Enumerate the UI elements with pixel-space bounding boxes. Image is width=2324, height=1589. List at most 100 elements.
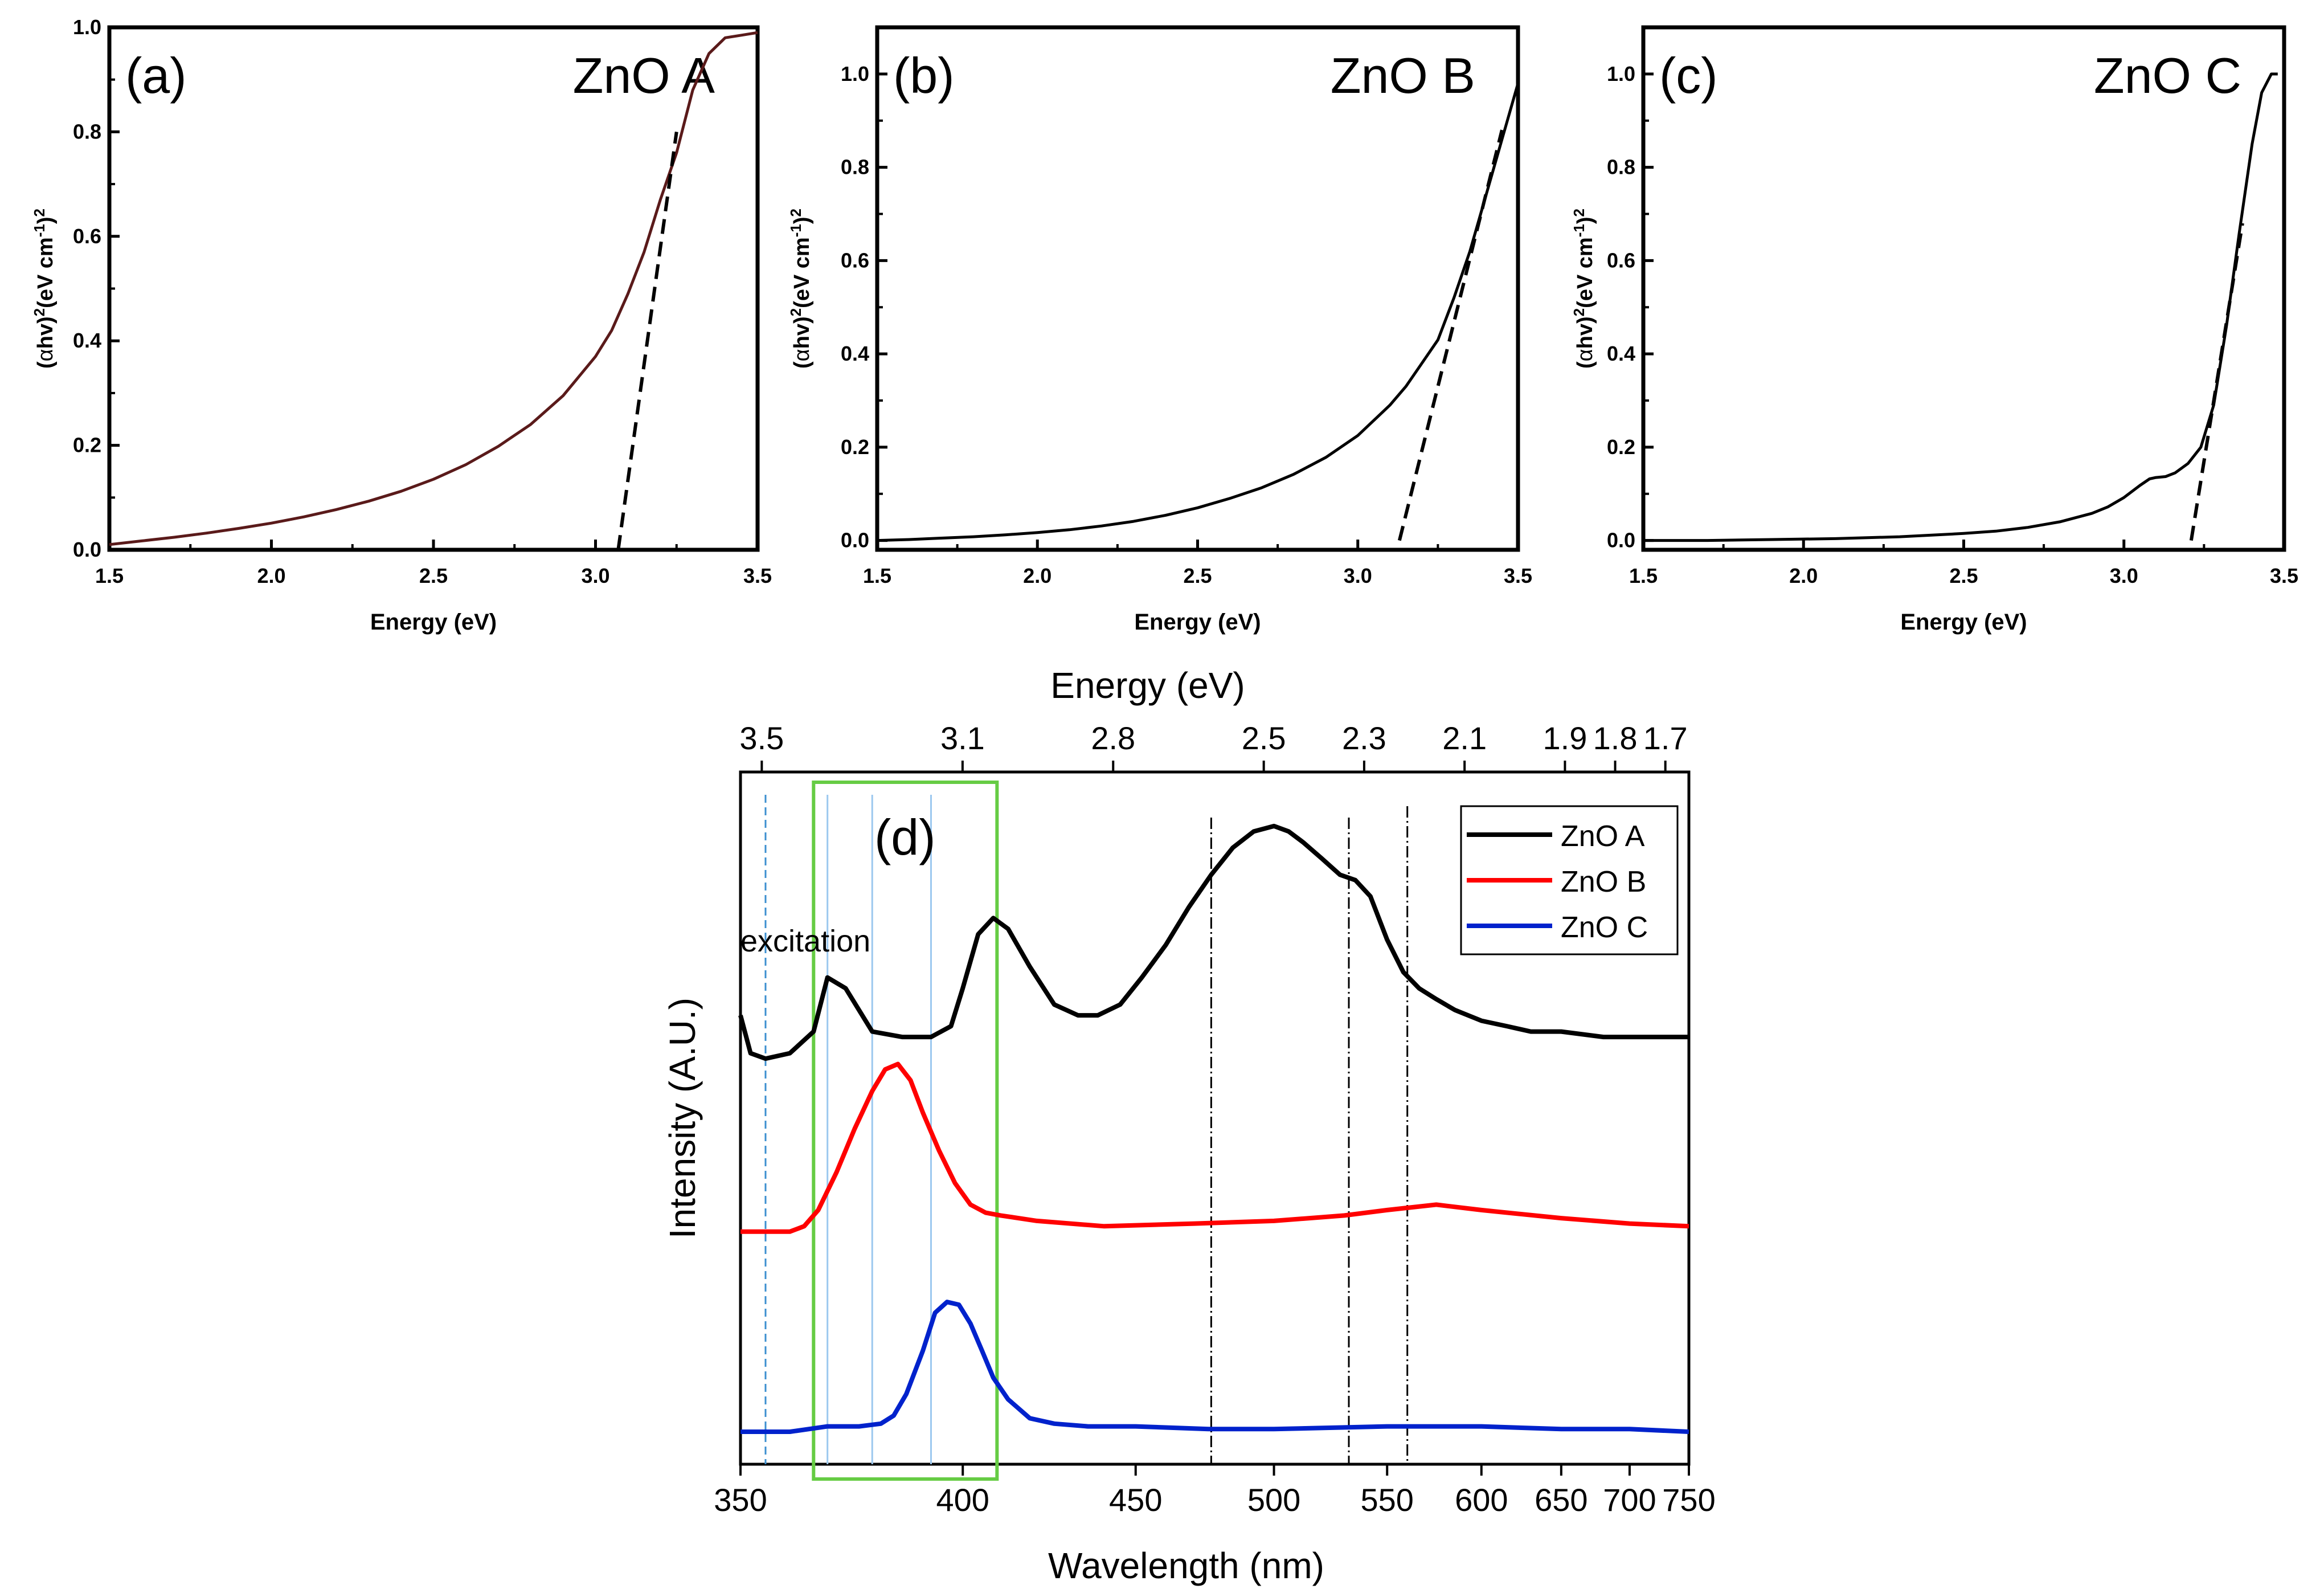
tangent-fit-line (2189, 223, 2244, 541)
y-tick-label: 0.4 (841, 342, 869, 365)
x-tick-label: 3.5 (1504, 564, 1532, 587)
y-axis-label-part: ( (790, 361, 814, 369)
y-axis-label-part: ) (1573, 217, 1597, 224)
y-tick-label: 0.2 (841, 435, 869, 459)
y-tick-label: 0.4 (73, 329, 101, 352)
legend-label: ZnO C (1561, 911, 1648, 944)
x-tick-label: 450 (1109, 1482, 1162, 1518)
legend-label: ZnO B (1561, 865, 1646, 898)
x-tick-label: 550 (1361, 1482, 1414, 1518)
tangent-fit-line (616, 131, 678, 550)
y-axis-label: (αhv)2(eV cm-1)2 (1570, 209, 1597, 369)
x-axis-label: Energy (eV) (1134, 610, 1261, 635)
y-axis-label-part: 2 (1570, 308, 1587, 316)
y-tick-label: 0.0 (73, 538, 101, 561)
y-axis-label-part: α (34, 349, 58, 361)
spectrum-curve-zno-c (740, 1300, 1689, 1434)
y-axis-label-part: (eV cm (790, 237, 814, 308)
x-tick-label: 1.5 (95, 564, 124, 587)
top-tick-label: 2.3 (1342, 720, 1386, 756)
y-tick-label: 1.0 (841, 62, 869, 85)
spectrum-curve-zno-a (738, 823, 1689, 1061)
y-axis-label-part: 2 (31, 209, 48, 217)
x-tick-label: 2.0 (1023, 564, 1051, 587)
x-tick-label: 1.5 (1629, 564, 1658, 587)
y-axis-label-part: hv) (34, 316, 58, 349)
x-tick-label: 2.0 (1789, 564, 1818, 587)
y-axis-label-part: 2 (31, 308, 48, 316)
y-axis-label-part: 2 (1570, 209, 1587, 217)
excitation-annotation: excitation (740, 924, 870, 958)
x-tick-label: 500 (1247, 1482, 1300, 1518)
data-curve (1643, 72, 2278, 542)
panel-d: 350 400 450 500 550 600 650 700 750 Wavelength (n… (662, 665, 1716, 1586)
x-tick-label: 600 (1455, 1482, 1508, 1518)
panel-c: 1.5 2.0 2.5 3.0 3.5 0.0 0.2 0.4 0.6 0.8 1.0 Energy … (1570, 25, 2298, 635)
highlight-box (812, 781, 999, 1481)
data-curve (109, 31, 758, 546)
panel-label: (d) (874, 809, 936, 865)
y-tick-label: 0.0 (841, 529, 869, 552)
y-axis-label-part: 2 (787, 308, 804, 316)
panel-a: 1.5 2.0 2.5 3.0 3.5 0.0 0.2 0.4 0.6 0.8 1.0 Energy … (31, 15, 772, 635)
y-axis-label-part: -1 (1570, 224, 1587, 237)
y-tick-label: 0.8 (73, 120, 101, 143)
top-tick-label: 1.9 (1542, 720, 1587, 756)
y-axis-label-part: ( (34, 361, 58, 369)
legend-label: ZnO A (1561, 820, 1645, 853)
x-tick-label: 3.0 (1344, 564, 1372, 587)
y-axis-label-part: hv) (790, 316, 814, 349)
x-axis-label: Energy (eV) (370, 610, 497, 635)
y-axis-label-part: ) (34, 217, 58, 224)
y-axis-label-part: -1 (31, 224, 48, 237)
x-tick-label: 3.0 (581, 564, 609, 587)
y-tick-label: 0.4 (1607, 342, 1635, 365)
x-tick-label: 650 (1535, 1482, 1587, 1518)
y-axis-label-part: ) (790, 217, 814, 224)
plot-frame (739, 770, 1691, 1466)
y-tick-label: 0.2 (73, 434, 101, 457)
tangent-fit-line (1397, 129, 1504, 541)
y-axis-label: (αhv)2(eV cm-1)2 (31, 209, 58, 369)
x-tick-label: 1.5 (863, 564, 891, 587)
top-tick-label: 2.1 (1442, 720, 1487, 756)
y-tick-label: 0.8 (1607, 156, 1635, 179)
top-axis-label: Energy (eV) (1050, 665, 1245, 706)
top-tick-label: 1.8 (1593, 720, 1638, 756)
y-axis-label-part: α (1573, 349, 1597, 361)
x-tick-label: 3.5 (743, 564, 772, 587)
top-tick-label: 3.5 (739, 720, 784, 756)
top-tick-label: 2.8 (1091, 720, 1135, 756)
x-axis-label: Wavelength (nm) (1048, 1545, 1324, 1586)
y-tick-label: 1.0 (73, 15, 101, 39)
y-tick-label: 0.2 (1607, 435, 1635, 459)
x-tick-label: 400 (936, 1482, 989, 1518)
x-tick-label: 700 (1603, 1482, 1656, 1518)
y-tick-label: 0.8 (841, 156, 869, 179)
data-curve (877, 83, 1520, 542)
x-tick-label: 3.5 (2270, 564, 2298, 587)
x-tick-label: 2.5 (1183, 564, 1212, 587)
y-axis-label-part: 2 (787, 209, 804, 217)
panel-title: ZnO C (2094, 47, 2241, 104)
y-axis-label-part: (eV cm (1573, 237, 1597, 308)
y-axis-label-part: (eV cm (34, 237, 58, 308)
panel-label: (c) (1659, 47, 1718, 104)
y-axis-label: (αhv)2(eV cm-1)2 (787, 209, 814, 369)
x-tick-label: 3.0 (2110, 564, 2138, 587)
panel-b: 1.5 2.0 2.5 3.0 3.5 0.0 0.2 0.4 0.6 0.8 1.0 Energy … (787, 25, 1532, 635)
x-axis-label: Energy (eV) (1900, 610, 2027, 635)
top-tick-label: 2.5 (1242, 720, 1286, 756)
y-tick-label: 0.6 (1607, 248, 1635, 272)
y-axis-label-part: α (790, 349, 814, 361)
panel-title: ZnO A (573, 47, 715, 104)
plot-frame (107, 25, 760, 552)
x-tick-label: 350 (714, 1482, 767, 1518)
panel-label: (b) (893, 47, 955, 104)
plot-frame (1641, 25, 2286, 552)
y-axis-label-part: -1 (787, 224, 804, 237)
y-tick-label: 0.6 (841, 248, 869, 272)
x-tick-label: 750 (1662, 1482, 1715, 1518)
panel-label: (a) (125, 47, 187, 104)
